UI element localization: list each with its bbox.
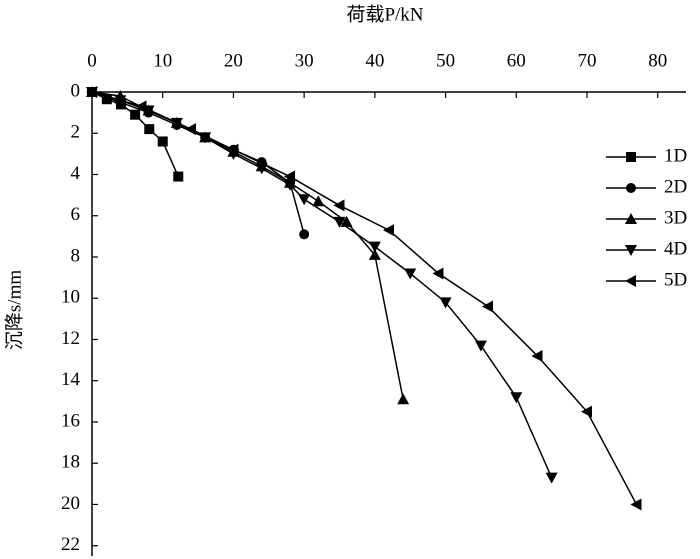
- y-tick-label: 18: [61, 452, 80, 473]
- marker: [432, 267, 444, 280]
- marker: [383, 224, 394, 237]
- x-axis-label: 荷载P/kN: [346, 3, 423, 25]
- x-tick-label: 60: [507, 50, 526, 71]
- x-tick-label: 0: [87, 50, 97, 71]
- marker: [284, 179, 296, 191]
- series-line: [91, 91, 305, 235]
- y-tick-label: 20: [61, 493, 80, 514]
- marker: [144, 124, 155, 135]
- marker: [255, 163, 268, 175]
- x-tick-label: 80: [648, 50, 667, 71]
- x-tick-label: 10: [153, 50, 172, 71]
- y-tick-label: 2: [71, 122, 81, 143]
- y-tick-label: 22: [61, 534, 80, 555]
- x-tick-label: 70: [578, 50, 597, 71]
- marker: [284, 170, 295, 183]
- y-tick-label: 4: [71, 163, 81, 184]
- marker: [482, 300, 493, 313]
- marker: [625, 213, 637, 224]
- marker: [439, 297, 452, 309]
- marker: [298, 194, 311, 206]
- y-tick-label: 14: [61, 369, 81, 390]
- marker: [581, 405, 592, 418]
- marker: [299, 229, 310, 240]
- marker: [625, 245, 637, 256]
- x-tick-label: 30: [295, 50, 314, 71]
- marker: [397, 393, 410, 405]
- marker: [333, 216, 346, 228]
- marker: [101, 94, 112, 105]
- legend-label: 5D: [664, 269, 687, 290]
- marker: [404, 268, 417, 280]
- marker: [312, 195, 325, 207]
- marker: [368, 241, 381, 253]
- marker: [227, 143, 239, 156]
- marker: [626, 152, 636, 162]
- marker: [531, 349, 543, 362]
- marker: [333, 199, 345, 212]
- y-tick-label: 10: [61, 287, 80, 308]
- y-tick-label: 12: [61, 328, 80, 349]
- y-tick-label: 0: [71, 80, 81, 101]
- marker: [185, 123, 196, 136]
- marker: [130, 109, 141, 120]
- y-tick-label: 16: [61, 410, 80, 431]
- x-tick-label: 40: [365, 50, 384, 71]
- y-tick-label: 8: [71, 245, 81, 266]
- marker: [157, 136, 168, 147]
- series-line: [91, 91, 404, 400]
- legend-label: 1D: [664, 145, 687, 166]
- marker: [474, 340, 487, 352]
- marker: [625, 275, 636, 287]
- marker: [368, 248, 381, 260]
- marker: [630, 498, 642, 511]
- x-tick-label: 20: [224, 50, 243, 71]
- legend-label: 4D: [664, 238, 687, 259]
- marker: [626, 183, 636, 193]
- marker: [510, 392, 523, 404]
- marker: [86, 86, 97, 98]
- marker: [173, 171, 184, 182]
- y-axis-label: 沉降s/mm: [3, 270, 25, 350]
- y-tick-label: 6: [71, 204, 81, 225]
- legend-label: 2D: [664, 176, 687, 197]
- series-line: [91, 91, 638, 505]
- marker: [135, 100, 147, 113]
- x-tick-label: 50: [436, 50, 455, 71]
- legend-label: 3D: [664, 207, 687, 228]
- marker: [545, 472, 558, 484]
- series-line: [91, 91, 553, 478]
